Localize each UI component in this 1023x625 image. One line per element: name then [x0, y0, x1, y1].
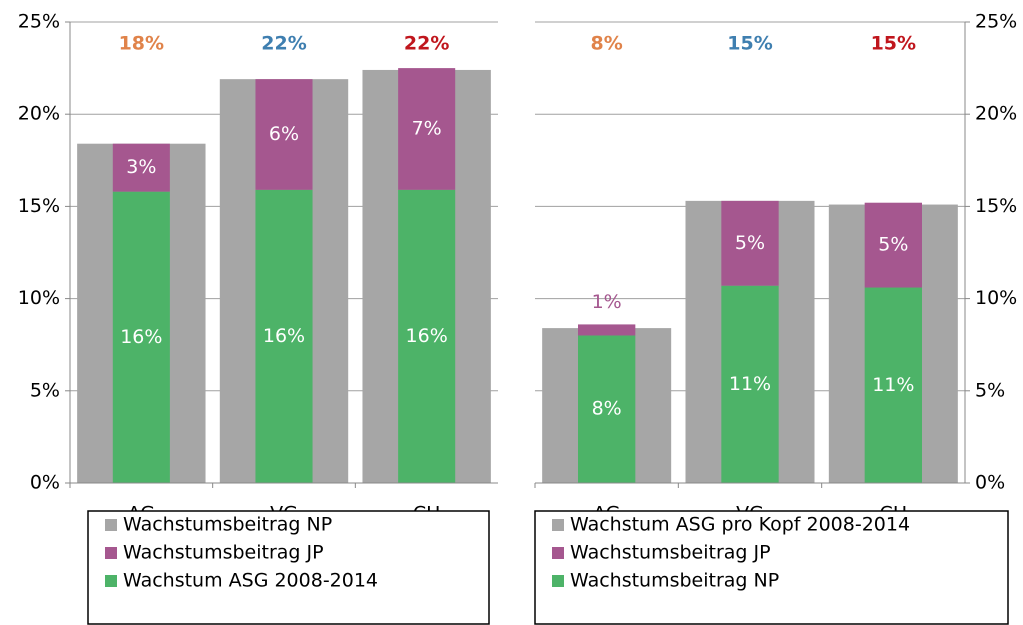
- value-label: 22%: [261, 33, 306, 55]
- legend-swatch: [552, 547, 564, 559]
- value-label: 15%: [871, 33, 916, 55]
- value-label: 8%: [591, 33, 623, 55]
- value-label: 5%: [878, 234, 908, 256]
- y-tick-label: 25%: [975, 11, 1017, 33]
- value-label: 11%: [872, 374, 914, 396]
- value-label: 18%: [119, 33, 164, 55]
- bar-segment: [255, 79, 313, 190]
- y-tick-label: 10%: [975, 287, 1017, 309]
- legend-label: Wachstumsbeitrag NP: [123, 514, 332, 536]
- legend-swatch: [552, 519, 564, 531]
- legend-label: Wachstum ASG pro Kopf 2008-2014: [570, 514, 910, 536]
- value-label: 1%: [592, 291, 622, 313]
- value-label: 8%: [592, 398, 622, 420]
- legend-label: Wachstumsbeitrag JP: [123, 542, 324, 564]
- y-tick-label: 0%: [30, 472, 60, 494]
- y-tick-label: 10%: [18, 287, 60, 309]
- bar-segment: [864, 202, 922, 288]
- bar-segment: [112, 191, 170, 483]
- y-tick-label: 0%: [975, 472, 1005, 494]
- y-tick-label: 15%: [18, 195, 60, 217]
- y-tick-label: 5%: [30, 379, 60, 401]
- y-tick-label: 20%: [18, 103, 60, 125]
- y-tick-label: 20%: [975, 103, 1017, 125]
- y-tick-label: 15%: [975, 195, 1017, 217]
- y-tick-label: 25%: [18, 11, 60, 33]
- legend-swatch: [105, 575, 117, 587]
- bar-segment: [721, 200, 779, 286]
- legend-label: Wachstum ASG 2008-2014: [123, 570, 378, 592]
- legend-swatch: [105, 519, 117, 531]
- value-label: 15%: [727, 33, 772, 55]
- value-label: 6%: [269, 123, 299, 145]
- bar-segment: [578, 335, 636, 483]
- legend-label: Wachstumsbeitrag JP: [570, 542, 771, 564]
- value-label: 7%: [412, 117, 442, 139]
- value-label: 16%: [263, 325, 305, 347]
- legend: [87, 510, 490, 625]
- value-label: 22%: [404, 33, 449, 55]
- legend: [534, 510, 1009, 625]
- bar-segment: [398, 68, 456, 190]
- bar-segment: [864, 287, 922, 483]
- bar-segment: [398, 189, 456, 483]
- bar-segment: [255, 189, 313, 483]
- value-label: 16%: [406, 325, 448, 347]
- bar-segment: [578, 324, 636, 336]
- value-label: 16%: [120, 326, 162, 348]
- value-label: 5%: [735, 232, 765, 254]
- legend-swatch: [552, 575, 564, 587]
- y-tick-label: 5%: [975, 379, 1005, 401]
- bar-segment: [112, 143, 170, 192]
- legend-swatch: [105, 547, 117, 559]
- bar-segment: [721, 285, 779, 483]
- legend-label: Wachstumsbeitrag NP: [570, 570, 779, 592]
- value-label: 3%: [126, 156, 156, 178]
- value-label: 11%: [729, 373, 771, 395]
